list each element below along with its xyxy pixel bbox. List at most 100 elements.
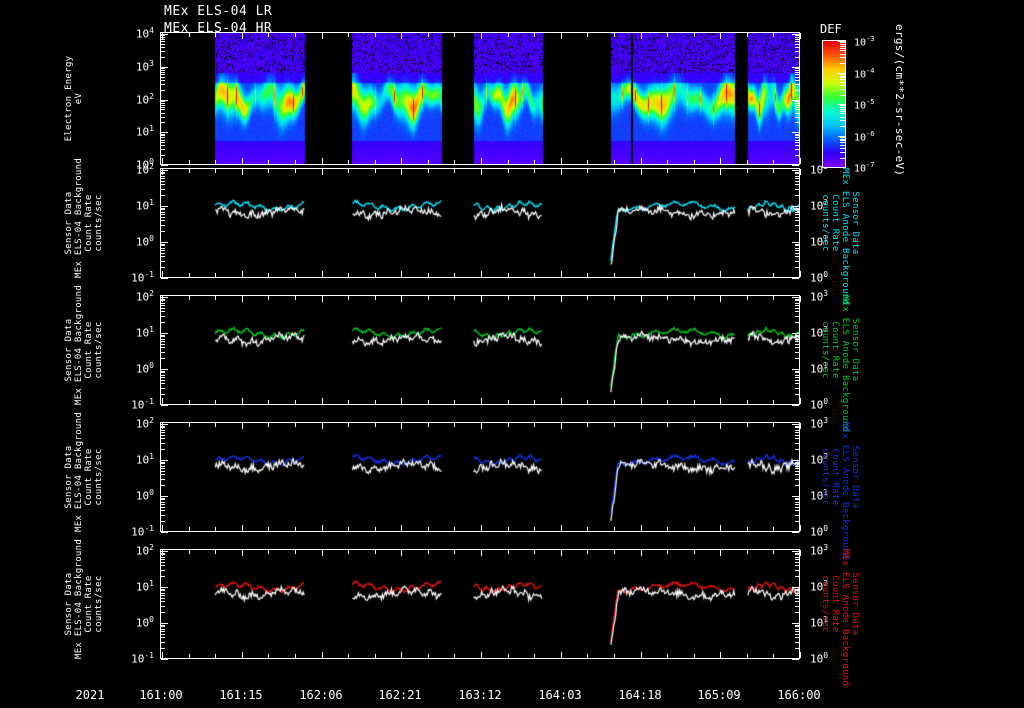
panel-spectrogram-minor-tick <box>795 41 799 42</box>
panel-anode-4-axis-title-line: counts/sec <box>820 575 830 633</box>
panel-anode-2-x-major-tick <box>800 296 801 302</box>
panel-anode-4-plot-area <box>161 550 799 658</box>
panel-anode-4-minor-tick <box>161 631 165 632</box>
panel-anode-3-axis-title-line: MEx ELS Anode Background <box>840 422 850 560</box>
panel-anode-3-minor-tick <box>795 471 799 472</box>
colorbar-minor-tick <box>840 50 845 51</box>
panel-spectrogram-minor-tick <box>795 149 799 150</box>
panel-anode-2-minor-tick <box>795 308 799 309</box>
colorbar-minor-tick <box>840 111 845 112</box>
panel-anode-1-x-minor-tick <box>428 273 429 277</box>
panel-anode-2-axis-title-line: MEx ELS-04 Background <box>74 284 84 405</box>
panel-anode-4-minor-tick <box>161 598 165 599</box>
panel-anode-4-x-minor-tick <box>694 654 695 658</box>
panel-anode-2-x-minor-tick <box>614 400 615 404</box>
panel-anode-1-x-major-tick <box>322 169 323 175</box>
panel-anode-3-x-major-tick <box>242 423 243 429</box>
panel-spectrogram-minor-tick <box>161 51 165 52</box>
panel-spectrogram-x-minor-tick <box>189 160 190 164</box>
panel-anode-2-right-tick-label: 100 <box>810 397 829 412</box>
colorbar-minor-tick <box>840 158 845 159</box>
panel-spectrogram-x-minor-tick <box>348 33 349 37</box>
panel-anode-4-x-minor-tick <box>667 550 668 554</box>
panel-anode-3-minor-tick <box>161 471 165 472</box>
panel-anode-2-minor-tick <box>161 303 165 304</box>
panel-spectrogram-minor-tick <box>795 39 799 40</box>
panel-anode-2-minor-tick <box>795 383 799 384</box>
panel-spectrogram-minor-tick <box>161 84 165 85</box>
panel-anode-2-minor-tick <box>161 358 165 359</box>
panel-spectrogram-x-major-tick <box>162 158 163 164</box>
panel-anode-4-x-major-tick <box>561 652 562 658</box>
panel-anode-3-x-major-tick <box>720 423 721 429</box>
panel-spectrogram-minor-tick <box>161 70 165 71</box>
panel-spectrogram-minor-tick <box>795 57 799 58</box>
panel-anode-1-x-minor-tick <box>375 169 376 173</box>
panel-anode-2-axis-title-line: counts/sec <box>94 321 104 379</box>
panel-anode-3-minor-tick <box>161 427 165 428</box>
colorbar-tick-label: 10-5 <box>854 98 875 112</box>
panel-anode-1-minor-tick <box>161 250 165 251</box>
panel-anode-4-minor-tick <box>795 589 799 590</box>
panel-spectrogram-x-minor-tick <box>295 160 296 164</box>
panel-anode-3-x-minor-tick <box>268 423 269 427</box>
panel-anode-4-minor-tick <box>795 631 799 632</box>
panel-anode-1-right-tick-label: 101 <box>810 234 829 249</box>
panel-anode-4-minor-tick <box>161 601 165 602</box>
panel-anode-4-x-major-tick <box>641 550 642 556</box>
panel-anode-2-x-major-tick <box>481 296 482 302</box>
panel-anode-3-x-minor-tick <box>295 527 296 531</box>
colorbar-minor-tick <box>840 107 845 108</box>
colorbar-minor-tick <box>840 89 845 90</box>
panel-anode-4-x-major-tick <box>481 550 482 556</box>
panel-anode-1-minor-tick <box>161 245 165 246</box>
panel-anode-1-minor-tick <box>161 209 165 210</box>
colorbar-minor-tick <box>840 137 845 138</box>
panel-anode-3-right-tick-label: 102 <box>810 452 829 467</box>
panel-anode-4-minor-tick <box>795 642 799 643</box>
panel-anode-3-major-tick <box>161 424 168 425</box>
colorbar-minor-tick <box>840 42 845 43</box>
panel-anode-4-minor-tick <box>795 629 799 630</box>
panel-anode-3-minor-tick <box>795 515 799 516</box>
panel-anode-1-x-major-tick <box>800 271 801 277</box>
panel-anode-3-left-tick-label: 100 <box>135 488 154 503</box>
panel-anode-4-x-minor-tick <box>747 550 748 554</box>
panel-anode-4-x-major-tick <box>322 550 323 556</box>
panel-spectrogram-x-minor-tick <box>215 33 216 37</box>
panel-anode-4-minor-tick <box>161 554 165 555</box>
panel-anode-2-x-major-tick <box>322 398 323 404</box>
panel-anode-2-x-minor-tick <box>508 400 509 404</box>
panel-anode-1-x-minor-tick <box>189 169 190 173</box>
panel-anode-2-minor-tick <box>161 300 165 301</box>
panel-anode-4-x-minor-tick <box>667 654 668 658</box>
panel-spectrogram-left-tick-label: 104 <box>135 26 154 41</box>
panel-anode-2-x-minor-tick <box>348 400 349 404</box>
panel-anode-1-x-minor-tick <box>454 273 455 277</box>
panel-anode-1-x-major-tick <box>800 169 801 175</box>
panel-spectrogram-left-tick-label: 103 <box>135 59 154 74</box>
panel-spectrogram-minor-tick <box>161 44 165 45</box>
panel-anode-3-x-minor-tick <box>614 527 615 531</box>
panel-anode-4-minor-tick <box>161 612 165 613</box>
panel-spectrogram-x-minor-tick <box>773 160 774 164</box>
panel-anode-1-minor-tick <box>161 184 165 185</box>
x-axis-tick-label: 164:18 <box>618 688 662 702</box>
panel-anode-3-x-major-tick <box>162 423 163 429</box>
panel-anode-4-x-minor-tick <box>215 654 216 658</box>
panel-spectrogram-x-major-tick <box>720 33 721 39</box>
panel-anode-4-minor-tick <box>161 559 165 560</box>
panel-spectrogram-major-tick <box>161 100 168 101</box>
panel-anode-2-minor-tick <box>161 341 165 342</box>
panel-anode-4-x-minor-tick <box>268 654 269 658</box>
panel-anode-2-minor-tick <box>161 372 165 373</box>
panel-spectrogram-x-minor-tick <box>667 33 668 37</box>
panel-anode-1-axis-title-line: Count Rate <box>830 194 840 252</box>
panel-anode-3-x-major-tick <box>481 525 482 531</box>
panel-anode-2-minor-tick <box>161 308 165 309</box>
panel-anode-4-x-minor-tick <box>587 654 588 658</box>
panel-anode-3-x-minor-tick <box>428 527 429 531</box>
panel-anode-1-minor-tick <box>161 253 165 254</box>
colorbar-tick <box>838 104 845 105</box>
panel-anode-3-x-minor-tick <box>747 527 748 531</box>
